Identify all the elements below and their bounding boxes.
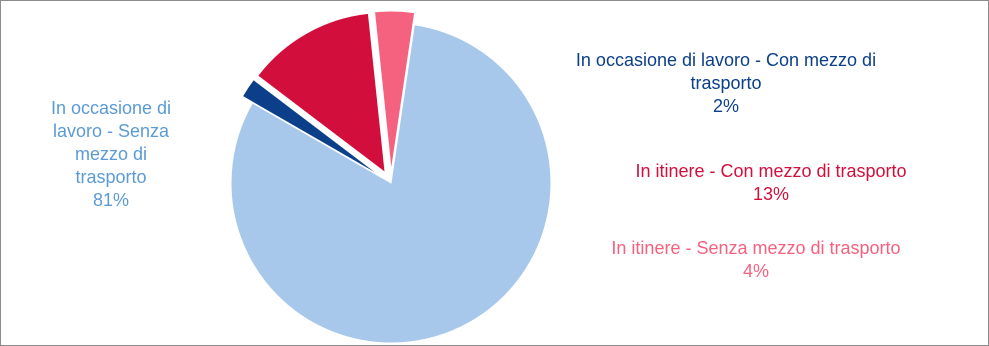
pie-slice-commute-without-transport <box>373 10 416 172</box>
label-percent: 81% <box>92 190 130 210</box>
slice-label-commute-without-transport: In itinere - Senza mezzo di trasporto 4% <box>556 237 956 283</box>
slice-label-commute-with-transport: In itinere - Con mezzo di trasporto 13% <box>581 160 961 206</box>
label-line: mezzo di <box>74 144 148 164</box>
label-line: In itinere - Con mezzo di trasporto <box>635 161 907 181</box>
label-percent: 4% <box>742 261 769 281</box>
label-percent: 13% <box>752 184 790 204</box>
label-line: In itinere - Senza mezzo di trasporto <box>611 238 901 258</box>
pie-slice-commute-with-transport <box>256 12 386 174</box>
label-line: trasporto <box>75 167 147 187</box>
slice-label-work-without-transport: In occasione di lavoro - Senza mezzo di … <box>11 97 211 212</box>
slice-label-work-with-transport: In occasione di lavoro - Con mezzo di tr… <box>506 49 946 118</box>
pie-slice-work-without-transport <box>230 24 552 344</box>
label-percent: 2% <box>712 96 739 116</box>
label-line: In occasione di lavoro - Con mezzo di <box>575 50 877 70</box>
label-line: trasporto <box>690 73 762 93</box>
label-line: lavoro - Senza <box>52 121 170 141</box>
label-line: In occasione di <box>50 98 172 118</box>
pie-slice-work-with-transport <box>241 78 382 177</box>
